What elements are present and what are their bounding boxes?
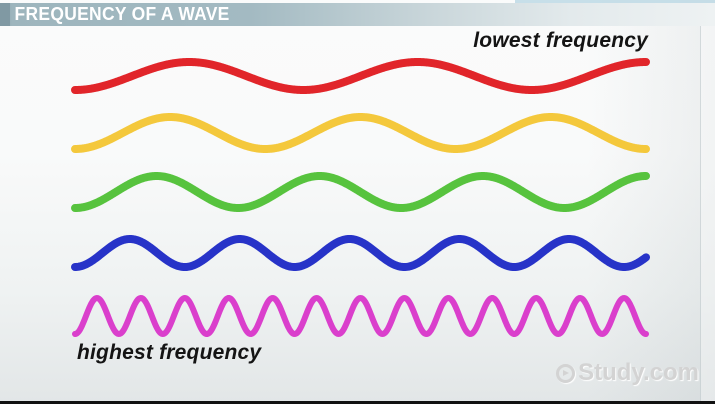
wave-green (71, 171, 650, 213)
title-bar: FREQUENCY OF A WAVE (0, 3, 715, 26)
page-title: FREQUENCY OF A WAVE (14, 4, 230, 24)
watermark-text: Study.com (578, 359, 699, 386)
bottom-border (0, 401, 715, 404)
play-circle-icon (556, 363, 576, 383)
highest-frequency-label: highest frequency (77, 341, 262, 364)
studycom-watermark: Study.com (556, 359, 699, 387)
wave-blue (71, 234, 650, 272)
wave-magenta (72, 294, 649, 338)
lowest-frequency-label: lowest frequency (473, 29, 648, 52)
wave-yellow (71, 112, 650, 154)
wave-red (71, 58, 650, 94)
title-bar-accent (0, 3, 10, 26)
right-edge-strip (701, 26, 715, 401)
right-edge-line (700, 26, 701, 401)
top-edge-highlight (515, 0, 715, 3)
